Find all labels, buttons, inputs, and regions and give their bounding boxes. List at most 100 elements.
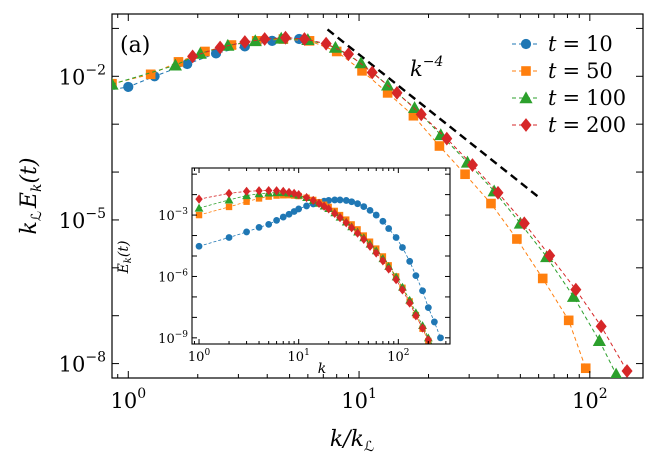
inset-series-line-0 [198,199,441,338]
inset-series-3-point-10 [302,192,311,203]
inset-series-3-point-21 [366,241,374,251]
inset-series-0-point-10 [303,202,310,210]
main-y-tick-label-2: 10−8 [59,350,106,377]
inset-series-3-point-3 [255,186,263,196]
main-series-3-point-3 [259,32,271,46]
inset-series-0-point-29 [419,287,426,295]
inset-series-3-point-7 [285,187,293,197]
inset-series-3-point-15 [331,208,339,219]
main-plot-frame [111,13,644,379]
legend-value: 200 [586,113,626,137]
inset-series-3-point-5 [272,186,281,196]
main-series-3-point-1 [214,40,226,55]
main-series-1-point-11 [408,110,419,121]
inset-series-3-point-0 [195,194,203,204]
tick-base: 10 [288,350,305,365]
inset-series-0-point-3 [255,223,263,231]
inset-series-0-point-9 [295,205,303,213]
main-y-label-arg: (t) [17,158,42,184]
legend-equals: = [562,32,580,56]
main-x-tick-label-2: 102 [572,386,608,413]
main-series-3-point-0 [187,49,199,64]
main-series-2-point-16 [566,290,581,302]
main-series-3-point-14 [518,216,530,231]
inset-series-0-point-7 [285,210,293,218]
inset-series-0-point-22 [372,211,380,219]
inset-series-0-point-4 [265,221,273,228]
inset-series-3-point-28 [412,311,420,321]
inset-x-axis-label: k [318,361,326,377]
tick-exponent: −9 [175,330,189,340]
tick-base: 10 [59,353,86,377]
main-series-1-point-15 [512,234,522,244]
tick-exponent: −3 [175,207,189,217]
power-law-label: k−4 [410,54,443,81]
inset-series-0-point-27 [406,257,414,265]
main-y-tick-label-1: 10−5 [59,206,106,233]
legend-equals: = [562,86,580,110]
inset-series-2-point-1 [224,195,234,204]
main-series-3-point-6 [320,36,332,51]
inset-series-3-point-29 [418,323,427,333]
tick-base: 10 [188,350,205,365]
inset-y-label-arg: (t) [116,241,132,258]
inset-series-3-point-16 [336,213,344,223]
main-series-2-point-1 [168,58,182,71]
inset-series-0-point-19 [354,200,361,208]
inset-series-3-point-13 [320,201,328,211]
legend-marker-1 [521,66,531,76]
main-series-3-point-5 [298,32,310,46]
inset-series-1-point-31 [431,349,437,355]
tick-exponent: 2 [404,348,410,358]
legend-value: 100 [586,86,626,110]
inset-series-3-point-19 [353,228,362,238]
inset-series-3-point-2 [242,186,251,196]
inset-y-tick-label-0: 10−3 [158,207,188,224]
inset-series-3-point-9 [295,190,303,200]
inset-series-0-point-5 [273,216,280,224]
inset-series-3-point-14 [324,204,333,214]
legend-label-0: t = 10 [548,32,613,56]
inset-y-label-sub: k [123,257,134,263]
tick-exponent: 1 [304,348,310,358]
main-y-label-k: k [17,221,42,234]
inset-series-3-point-30 [424,335,433,344]
inset-series-3-point-20 [360,234,368,244]
tick-base: 10 [387,350,404,365]
inset-series-0-point-2 [243,228,250,236]
inset-y-axis-label: Ek(t) [116,241,134,275]
legend-marker-3 [520,118,532,132]
main-series-1-point-17 [563,315,574,326]
inset-series-3-point-22 [372,248,380,258]
main-series-2-point-18 [610,367,622,378]
tick-exponent: −6 [175,268,189,278]
inset-series-1-point-3 [255,195,263,202]
legend-label-1: t = 50 [548,59,613,83]
inset-series-1-point-1 [225,203,233,211]
main-series-2-point-0 [112,77,119,90]
main-series-0-point-3 [182,58,193,70]
main-series-3-point-2 [239,35,251,49]
tick-exponent: −2 [85,62,106,78]
inset-series-0-point-20 [360,203,368,210]
main-series-2-point-17 [592,334,606,347]
inset-series-3-point-17 [342,218,350,228]
main-series-1-point-10 [382,88,393,98]
main-series-1-point-2 [173,57,184,67]
tick-base: 10 [59,65,86,89]
inset-series-3-point-6 [279,186,287,196]
inset-y-tick-label-1: 10−6 [158,268,188,285]
main-series-3-point-16 [570,282,582,297]
main-series-1-point-9 [357,66,367,76]
main-series-3-point-17 [595,319,607,334]
inset-series-0-point-26 [399,244,406,251]
inset-series-2-point-0 [194,203,204,212]
main-series-3-point-13 [492,185,504,200]
tick-exponent: 0 [137,386,146,402]
panel-label: (a) [120,33,150,58]
inset-series-0-point-24 [385,225,393,232]
inset-series-0-point-16 [336,196,344,204]
legend-var: t [548,86,557,110]
main-y-label-e: E [17,192,42,209]
